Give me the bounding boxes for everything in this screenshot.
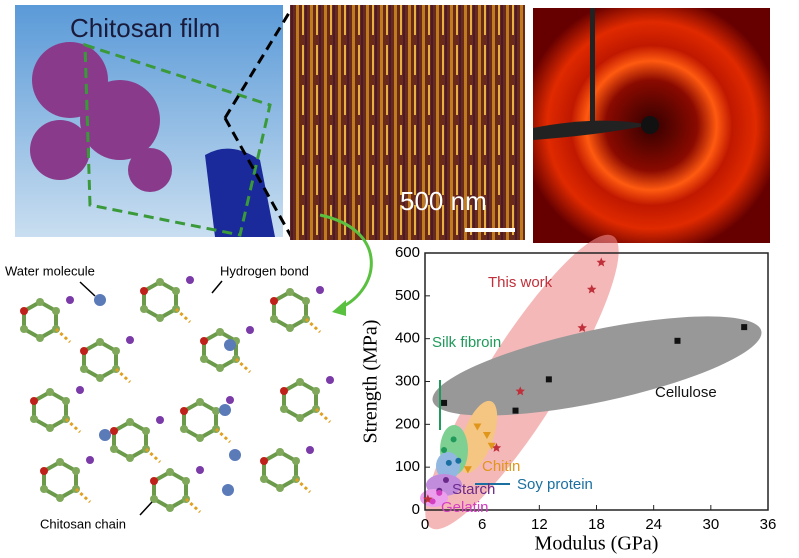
arrow	[319, 213, 373, 310]
x-tick-label: 18	[588, 516, 605, 533]
point	[491, 442, 502, 452]
point	[445, 459, 452, 466]
x-tick-label: 12	[531, 516, 548, 533]
y-axis-label: Strength (MPa)	[360, 320, 382, 444]
diagram-label: Chitosan chain	[40, 516, 126, 531]
series-label: Chitin	[482, 458, 520, 475]
point	[577, 322, 587, 333]
series-label: This work	[488, 274, 553, 291]
point	[441, 399, 448, 406]
point	[515, 386, 526, 396]
y-tick-label: 200	[395, 415, 420, 432]
scale-bar-label: 500 nm	[400, 186, 487, 216]
point	[473, 423, 482, 431]
beamstop	[641, 116, 659, 134]
film-outline	[83, 42, 272, 237]
point	[455, 457, 462, 464]
point	[596, 257, 607, 267]
y-tick-label: 600	[395, 244, 420, 261]
y-tick-label: 0	[412, 501, 420, 518]
point	[512, 407, 519, 414]
series-label: Silk fibroin	[432, 334, 501, 351]
y-tick-label: 500	[395, 287, 420, 304]
afm-image	[290, 5, 525, 240]
point	[436, 489, 443, 496]
series-label: Soy protein	[517, 476, 593, 493]
x-tick-label: 6	[478, 516, 486, 533]
point	[442, 477, 449, 484]
molecular-diagram	[18, 274, 336, 514]
point	[429, 498, 436, 505]
beamstop	[533, 120, 650, 140]
pointer	[79, 281, 96, 297]
diagram-label: Hydrogen bond	[220, 263, 309, 278]
series-label: Gelatin	[441, 499, 489, 516]
arrow-head	[332, 300, 346, 316]
glove	[205, 148, 275, 237]
x-tick-label: 30	[702, 516, 719, 533]
x-tick-label: 24	[645, 516, 662, 533]
pointer	[139, 501, 153, 516]
beamstop	[590, 8, 595, 123]
photo-title: Chitosan film	[70, 13, 220, 43]
x-axis-label: Modulus (GPa)	[535, 533, 659, 555]
y-tick-label: 400	[395, 330, 420, 347]
zoom-line	[223, 117, 294, 239]
y-tick-label: 300	[395, 372, 420, 389]
point	[545, 376, 552, 383]
point	[450, 436, 457, 443]
point	[586, 284, 597, 294]
point	[741, 324, 748, 331]
zoom-line	[223, 7, 294, 119]
series-label: Cellulose	[655, 384, 717, 401]
point	[482, 432, 491, 440]
diagram-label: Water molecule	[5, 263, 95, 278]
series-label: Starch	[452, 481, 495, 498]
point	[487, 442, 496, 450]
flowers	[30, 42, 172, 192]
y-tick-label: 100	[395, 458, 420, 475]
point	[463, 466, 472, 474]
x-tick-label: 36	[760, 516, 777, 533]
x-tick-label: 0	[421, 516, 429, 533]
point	[674, 337, 681, 344]
point	[441, 447, 448, 454]
pointer	[211, 280, 223, 294]
